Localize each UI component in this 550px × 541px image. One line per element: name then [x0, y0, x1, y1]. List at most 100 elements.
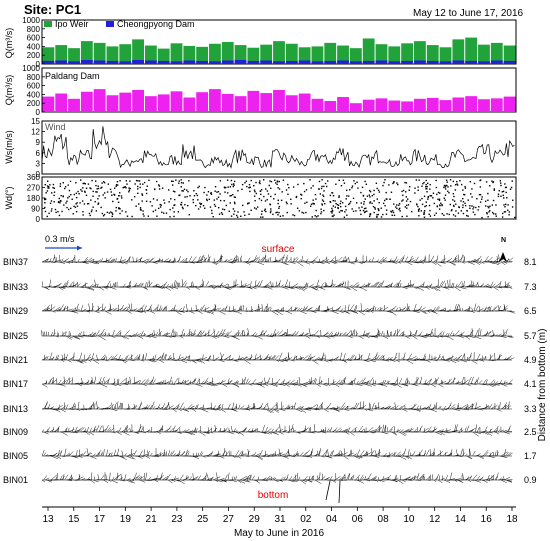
- wind-direction-point: [453, 200, 456, 202]
- wind-direction-point: [49, 202, 52, 205]
- bar-ipo-weir: [68, 61, 80, 64]
- wind-direction-point: [504, 206, 506, 208]
- wind-direction-point: [84, 191, 86, 193]
- wind-direction-point: [155, 180, 158, 183]
- wind-direction-point: [436, 205, 439, 207]
- wind-direction-point: [187, 190, 189, 193]
- wind-direction-point: [330, 210, 332, 213]
- wind-direction-point: [264, 200, 267, 202]
- wind-direction-point: [95, 180, 97, 182]
- legend-paldang: Paldang Dam: [45, 71, 100, 81]
- bar-cheongpyong-dam: [247, 47, 260, 64]
- wind-direction-point: [258, 181, 261, 184]
- wind-direction-point: [234, 202, 236, 205]
- bar-cheongpyong-dam: [132, 39, 144, 64]
- wind-direction-point: [217, 206, 220, 209]
- wind-direction-point: [46, 180, 49, 182]
- wind-direction-point: [278, 205, 281, 208]
- wind-direction-point: [378, 209, 380, 212]
- wind-direction-point: [450, 185, 452, 187]
- wind-direction-point: [397, 183, 399, 186]
- wind-direction-point: [88, 212, 91, 215]
- wind-direction-point: [364, 210, 366, 213]
- y-3-tick-label: 270: [27, 184, 41, 193]
- wind-direction-point: [72, 213, 74, 215]
- wind-direction-point: [118, 208, 120, 210]
- wind-direction-point: [487, 192, 489, 195]
- bar-ipo-weir: [55, 60, 68, 64]
- wind-direction-point: [62, 195, 64, 197]
- wind-direction-point: [129, 180, 131, 182]
- wind-direction-point: [309, 205, 312, 207]
- wind-direction-point: [76, 205, 79, 207]
- wind-direction-point: [219, 180, 222, 182]
- wind-direction-point: [262, 216, 264, 218]
- wind-direction-point: [333, 214, 335, 216]
- wind-direction-point: [406, 207, 408, 209]
- wind-direction-point: [230, 215, 233, 217]
- wind-direction-point: [322, 194, 324, 196]
- bar-cheongpyong-dam: [478, 44, 490, 64]
- wind-direction-point: [110, 191, 112, 193]
- wind-direction-point: [447, 186, 449, 188]
- wind-direction-point: [331, 207, 333, 210]
- wind-direction-point: [163, 202, 166, 204]
- bar-paldang-dam: [93, 89, 106, 112]
- wind-direction-point: [349, 202, 351, 205]
- wind-direction-point: [178, 194, 180, 197]
- wind-direction-point: [197, 199, 199, 201]
- wind-direction-point: [282, 215, 284, 217]
- x-tick-label: 04: [326, 514, 338, 525]
- bar-ipo-weir: [414, 60, 426, 64]
- wind-direction-point: [469, 207, 471, 209]
- wind-direction-point: [436, 193, 438, 196]
- wind-direction-point: [376, 216, 378, 218]
- wind-direction-point: [172, 180, 174, 183]
- bar-cheongpyong-dam: [119, 44, 132, 64]
- wind-direction-point: [281, 191, 283, 193]
- bin-distance: 2.5: [524, 427, 537, 437]
- y-1-tick-label: 1000: [22, 64, 40, 73]
- wind-direction-point: [504, 186, 507, 189]
- wind-direction-point: [263, 195, 265, 198]
- wind-direction-point: [414, 187, 416, 189]
- wind-direction-point: [491, 180, 493, 182]
- wind-direction-point: [396, 204, 398, 206]
- wind-direction-point: [460, 200, 462, 202]
- wind-direction-point: [315, 198, 317, 200]
- wind-direction-point: [254, 199, 256, 202]
- wind-direction-point: [48, 212, 50, 215]
- wind-direction-point: [383, 181, 385, 184]
- wind-direction-point: [241, 183, 244, 186]
- wind-direction-point: [101, 182, 103, 184]
- wind-direction-point: [493, 188, 496, 190]
- bin-distance: 6.5: [524, 306, 537, 316]
- wind-direction-point: [189, 195, 191, 197]
- wind-direction-point: [124, 186, 126, 188]
- bar-cheongpyong-dam: [362, 38, 375, 64]
- wind-direction-point: [511, 206, 514, 208]
- wind-direction-point: [86, 203, 89, 205]
- bar-paldang-dam: [106, 95, 119, 112]
- wind-direction-point: [145, 200, 148, 202]
- bar-cheongpyong-dam: [80, 41, 93, 64]
- wind-direction-point: [337, 204, 340, 207]
- wind-direction-point: [479, 186, 482, 188]
- bar-paldang-dam: [144, 96, 157, 112]
- bar-ipo-weir: [401, 60, 414, 64]
- wind-direction-point: [498, 190, 500, 192]
- wind-direction-point: [382, 202, 385, 205]
- y-0-tick-label: 600: [27, 34, 41, 43]
- bar-paldang-dam: [503, 96, 516, 112]
- wind-direction-point: [211, 209, 213, 212]
- wind-direction-point: [250, 209, 252, 211]
- wind-direction-point: [188, 213, 191, 216]
- wind-direction-point: [489, 209, 491, 212]
- wind-direction-point: [277, 187, 279, 189]
- wind-direction-point: [53, 191, 56, 193]
- wind-direction-point: [362, 209, 365, 212]
- wind-direction-point: [329, 194, 332, 197]
- wind-direction-point: [512, 199, 514, 201]
- wind-direction-point: [327, 180, 329, 182]
- wind-direction-point: [102, 215, 105, 217]
